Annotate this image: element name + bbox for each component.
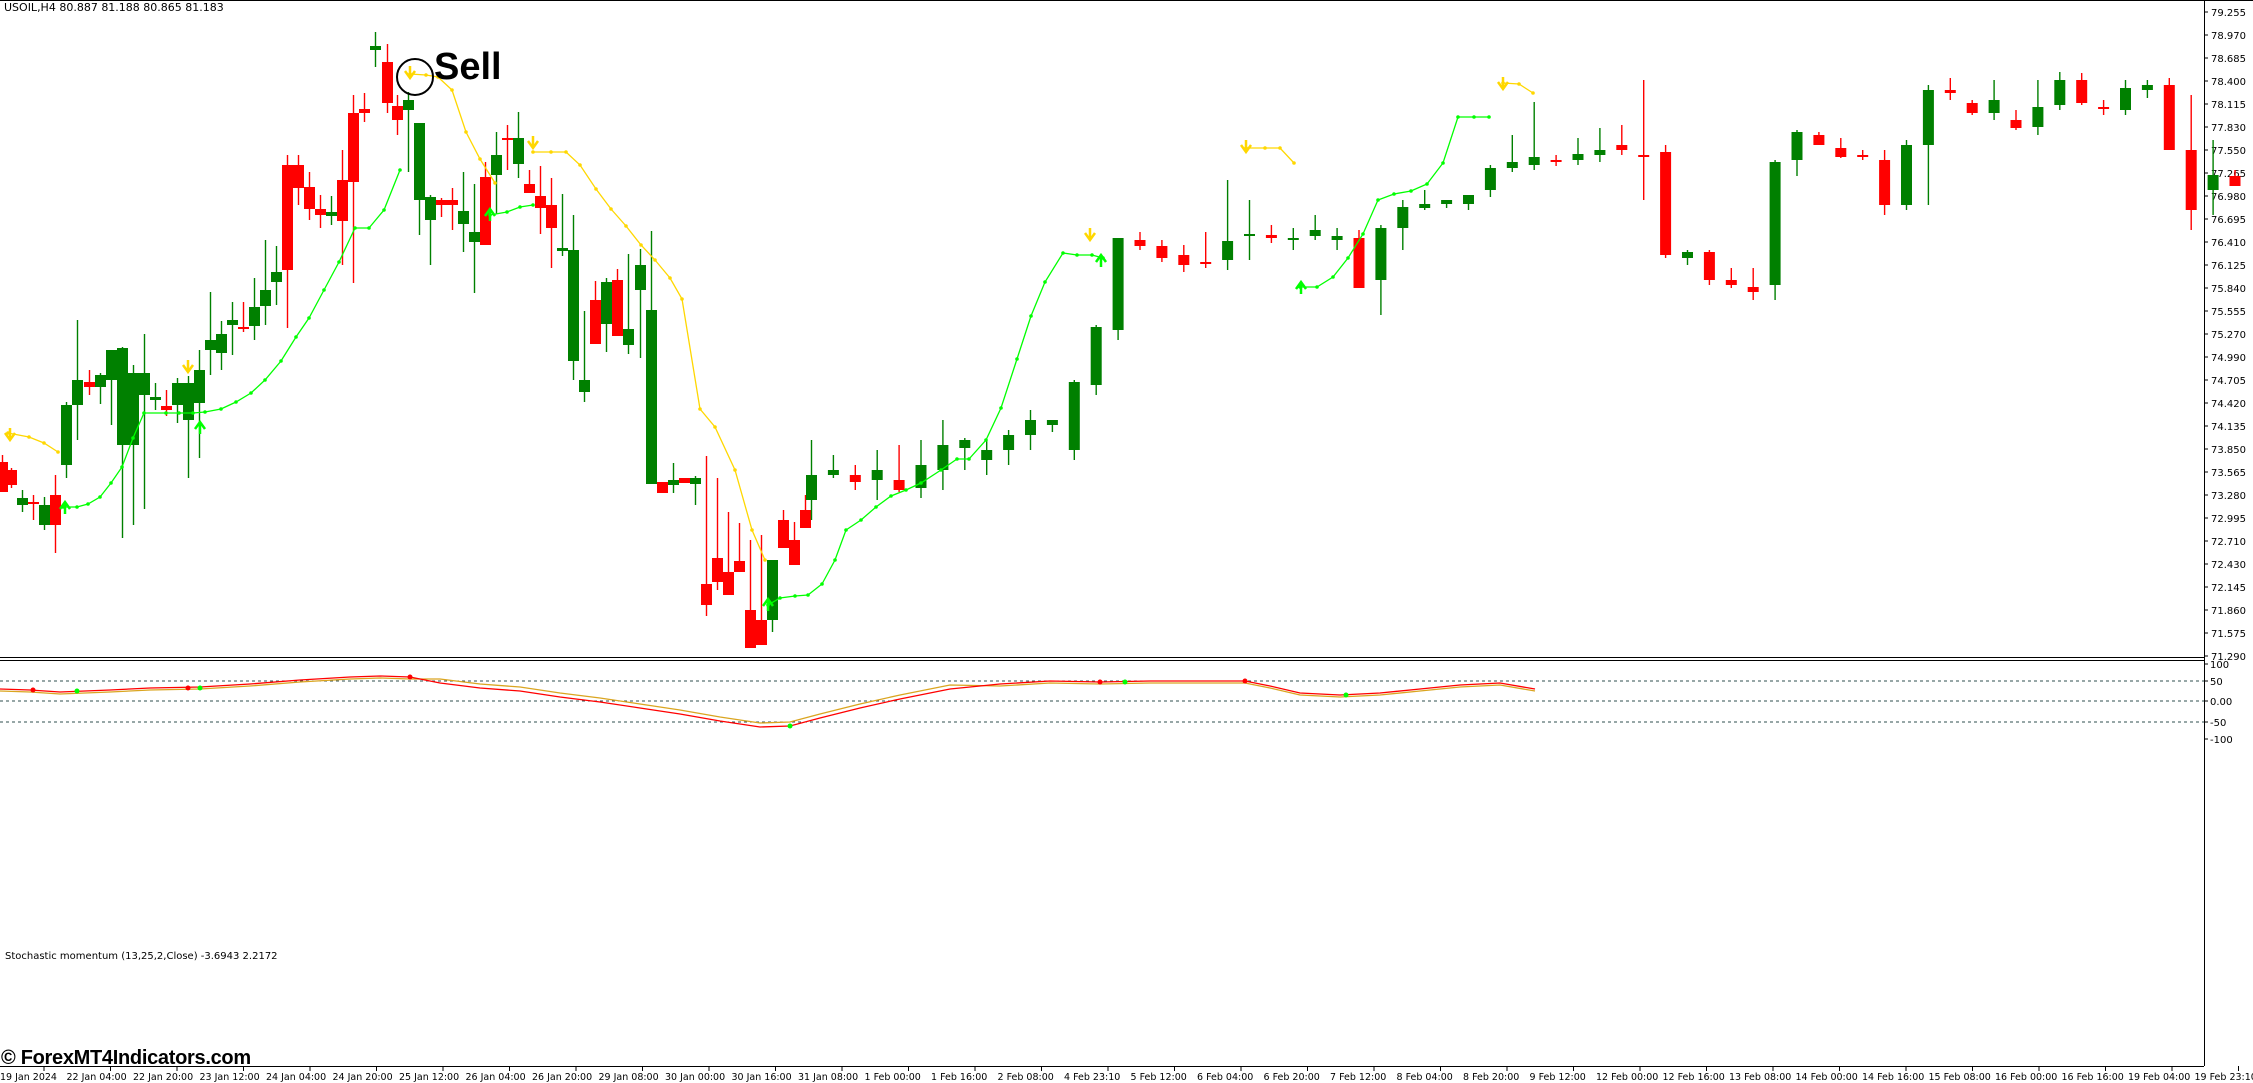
svg-text:73.850: 73.850 [2211,445,2246,456]
svg-text:74.420: 74.420 [2211,399,2246,410]
price-axis: 79.255 78.970 78.685 78.400 78.115 77.830 77.5… [2204,8,2246,663]
svg-text:-100: -100 [2210,735,2233,746]
svg-text:72.430: 72.430 [2211,560,2246,571]
watermark: © ForexMT4Indicators.com [1,1047,251,1069]
svg-text:6 Feb 04:00: 6 Feb 04:00 [1197,1072,1253,1083]
svg-text:76.695: 76.695 [2211,215,2246,226]
svg-text:26 Jan 20:00: 26 Jan 20:00 [532,1072,592,1083]
svg-text:12 Feb 16:00: 12 Feb 16:00 [1663,1072,1725,1083]
svg-text:74.135: 74.135 [2211,422,2246,433]
sell-arrow-icon [526,136,540,151]
svg-text:29 Jan 08:00: 29 Jan 08:00 [599,1072,659,1083]
svg-text:2 Feb 08:00: 2 Feb 08:00 [998,1072,1054,1083]
sell-arrow-icon [3,428,17,443]
svg-text:23 Jan 12:00: 23 Jan 12:00 [200,1072,260,1083]
svg-text:76.980: 76.980 [2211,192,2246,203]
sell-arrow-icon [181,360,195,375]
svg-text:5 Feb 12:00: 5 Feb 12:00 [1131,1072,1187,1083]
svg-text:71.860: 71.860 [2211,606,2246,617]
svg-text:12 Feb 00:00: 12 Feb 00:00 [1596,1072,1658,1083]
svg-text:22 Jan 20:00: 22 Jan 20:00 [133,1072,193,1083]
svg-text:75.270: 75.270 [2211,330,2246,341]
svg-text:1 Feb 00:00: 1 Feb 00:00 [865,1072,921,1083]
svg-text:1 Feb 16:00: 1 Feb 16:00 [931,1072,987,1083]
svg-text:77.550: 77.550 [2211,146,2246,157]
time-axis: 19 Jan 2024 22 Jan 04:00 22 Jan 20:00 23 Ja… [0,1066,2253,1083]
sell-arrow-icon [1496,77,1510,92]
svg-text:14 Feb 00:00: 14 Feb 00:00 [1796,1072,1858,1083]
svg-text:76.410: 76.410 [2211,238,2246,249]
svg-text:16 Feb 00:00: 16 Feb 00:00 [1995,1072,2057,1083]
svg-text:72.995: 72.995 [2211,514,2246,525]
svg-text:13 Feb 08:00: 13 Feb 08:00 [1729,1072,1791,1083]
svg-text:30 Jan 00:00: 30 Jan 00:00 [665,1072,725,1083]
indicator-title: Stochastic momentum (13,25,2,Close) -3.6… [5,951,278,962]
svg-text:19 Jan 2024: 19 Jan 2024 [0,1072,57,1083]
svg-text:79.255: 79.255 [2211,8,2246,19]
svg-text:22 Jan 04:00: 22 Jan 04:00 [67,1072,127,1083]
svg-text:75.840: 75.840 [2211,284,2246,295]
svg-text:78.970: 78.970 [2211,31,2246,42]
svg-text:15 Feb 08:00: 15 Feb 08:00 [1929,1072,1991,1083]
svg-text:7 Feb 12:00: 7 Feb 12:00 [1330,1072,1386,1083]
svg-text:30 Jan 16:00: 30 Jan 16:00 [732,1072,792,1083]
svg-text:24 Jan 04:00: 24 Jan 04:00 [266,1072,326,1083]
sell-annotation: Sell [434,46,502,88]
svg-text:31 Jan 08:00: 31 Jan 08:00 [798,1072,858,1083]
svg-text:16 Feb 16:00: 16 Feb 16:00 [2062,1072,2124,1083]
svg-text:77.830: 77.830 [2211,123,2246,134]
symbol-title: USOIL,H4 80.887 81.188 80.865 81.183 [4,1,224,14]
candles [0,32,2241,648]
svg-text:71.290: 71.290 [2211,652,2246,663]
svg-text:75.555: 75.555 [2211,307,2246,318]
svg-text:76.125: 76.125 [2211,261,2246,272]
svg-text:73.565: 73.565 [2211,468,2246,479]
svg-text:72.710: 72.710 [2211,537,2246,548]
buy-arrow-icon [1094,252,1108,267]
svg-text:77.265: 77.265 [2211,169,2246,180]
svg-text:8 Feb 04:00: 8 Feb 04:00 [1397,1072,1453,1083]
svg-text:14 Feb 16:00: 14 Feb 16:00 [1862,1072,1924,1083]
buy-arrow-icon [193,419,207,434]
svg-text:0.00: 0.00 [2210,697,2232,708]
svg-text:8 Feb 20:00: 8 Feb 20:00 [1463,1072,1519,1083]
buy-arrow-icon [1294,279,1308,294]
svg-text:78.115: 78.115 [2211,100,2246,111]
svg-text:26 Jan 04:00: 26 Jan 04:00 [466,1072,526,1083]
svg-text:-50: -50 [2210,718,2226,729]
buy-arrow-icon [761,596,775,611]
sell-arrow-icon [1239,140,1253,155]
buy-arrow-icon [483,206,497,221]
svg-text:100: 100 [2210,660,2229,671]
svg-text:4 Feb 23:10: 4 Feb 23:10 [1064,1072,1120,1083]
svg-text:74.990: 74.990 [2211,353,2246,364]
sell-arrow-icon [1083,228,1097,243]
svg-text:50: 50 [2210,677,2223,688]
svg-text:6 Feb 20:00: 6 Feb 20:00 [1264,1072,1320,1083]
svg-text:73.280: 73.280 [2211,491,2246,502]
svg-text:72.145: 72.145 [2211,583,2246,594]
sell-signal-circle [396,58,434,96]
svg-text:9 Feb 12:00: 9 Feb 12:00 [1530,1072,1586,1083]
svg-text:78.685: 78.685 [2211,54,2246,65]
svg-text:19 Feb 04:00: 19 Feb 04:00 [2128,1072,2190,1083]
svg-text:25 Jan 12:00: 25 Jan 12:00 [399,1072,459,1083]
svg-text:74.705: 74.705 [2211,376,2246,387]
svg-text:78.400: 78.400 [2211,77,2246,88]
svg-text:19 Feb 23:10: 19 Feb 23:10 [2195,1072,2253,1083]
buy-arrow-icon [58,499,72,514]
svg-text:24 Jan 20:00: 24 Jan 20:00 [333,1072,393,1083]
svg-text:71.575: 71.575 [2211,629,2246,640]
